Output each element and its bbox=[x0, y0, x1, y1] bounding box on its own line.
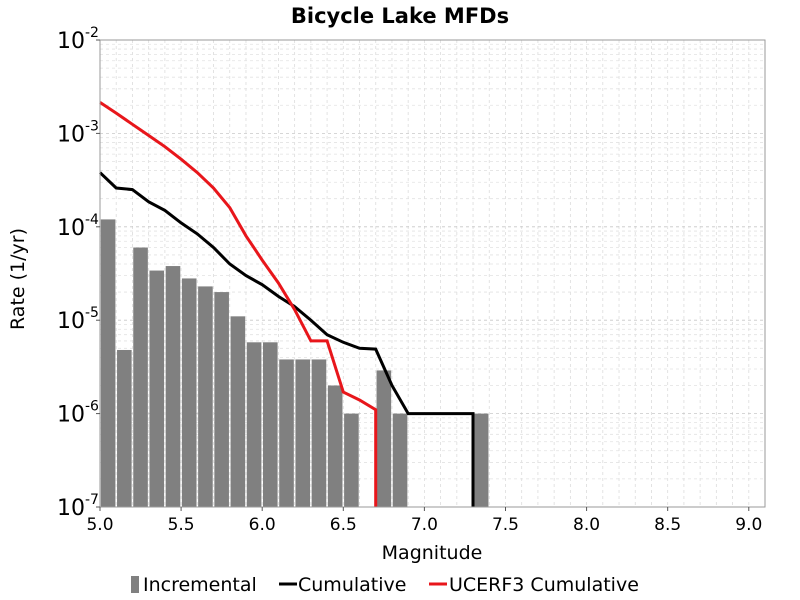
x-tick-label: 7.5 bbox=[492, 515, 519, 535]
incremental-bar bbox=[327, 385, 343, 507]
y-tick-label: 10-7 bbox=[57, 492, 99, 521]
y-tick-label: 10-2 bbox=[57, 25, 99, 54]
x-axis-label: Magnitude bbox=[382, 542, 483, 564]
incremental-bar bbox=[100, 219, 116, 507]
y-axis-label: Rate (1/yr) bbox=[7, 228, 29, 330]
y-tick-label: 10-3 bbox=[57, 118, 99, 147]
incremental-bar bbox=[117, 349, 132, 507]
x-tick-label: 9.0 bbox=[735, 515, 762, 535]
chart-title: Bicycle Lake MFDs bbox=[291, 4, 509, 28]
plot-border bbox=[99, 39, 766, 508]
plot-area bbox=[98, 39, 766, 508]
cumulative-lines bbox=[98, 101, 475, 507]
incremental-bar bbox=[198, 286, 213, 507]
legend-label-incremental: Incremental bbox=[143, 574, 257, 596]
incremental-bar bbox=[181, 278, 197, 507]
x-tick-label: 8.0 bbox=[573, 515, 600, 535]
legend-item-incremental: Incremental bbox=[131, 574, 257, 596]
legend-label-ucerf3: UCERF3 Cumulative bbox=[449, 574, 639, 596]
x-tick-label: 6.0 bbox=[249, 515, 276, 535]
incremental-bar bbox=[133, 247, 148, 507]
incremental-bar bbox=[165, 266, 181, 507]
x-tick-label: 6.5 bbox=[330, 515, 357, 535]
incremental-bar bbox=[149, 270, 165, 507]
incremental-bar bbox=[230, 316, 246, 507]
incremental-bar bbox=[311, 359, 327, 507]
incremental-bar bbox=[344, 413, 359, 507]
legend-swatch-incremental bbox=[131, 576, 139, 593]
x-tick-label: 5.0 bbox=[86, 515, 113, 535]
legend: Incremental Cumulative UCERF3 Cumulative bbox=[131, 574, 639, 596]
x-tick-label: 8.5 bbox=[654, 515, 681, 535]
x-tick-label: 5.5 bbox=[168, 515, 195, 535]
ucerf3-cumulative-line bbox=[99, 101, 378, 507]
y-tick-label: 10-6 bbox=[57, 399, 99, 428]
incremental-bar bbox=[246, 342, 262, 507]
legend-label-cumulative: Cumulative bbox=[298, 574, 406, 596]
incremental-bar bbox=[263, 342, 278, 507]
incremental-bar bbox=[214, 292, 229, 507]
legend-item-ucerf3: UCERF3 Cumulative bbox=[429, 574, 639, 596]
x-axis-ticks: 5.0 5.5 6.0 6.5 7.0 7.5 8.0 8.5 9.0 bbox=[86, 507, 762, 535]
cumulative-line bbox=[98, 171, 475, 507]
legend-item-cumulative: Cumulative bbox=[279, 574, 406, 596]
x-tick-label: 7.0 bbox=[411, 515, 438, 535]
y-tick-label: 10-4 bbox=[57, 212, 99, 241]
y-tick-label: 10-5 bbox=[57, 305, 99, 334]
incremental-bar bbox=[279, 359, 294, 507]
incremental-bars bbox=[100, 219, 489, 507]
incremental-bar bbox=[295, 359, 311, 507]
incremental-bar bbox=[473, 413, 489, 507]
incremental-bar bbox=[376, 370, 392, 507]
y-axis-ticks: 10-7 10-6 10-5 10-4 10-3 10-2 bbox=[57, 25, 100, 521]
incremental-bar bbox=[392, 413, 408, 507]
